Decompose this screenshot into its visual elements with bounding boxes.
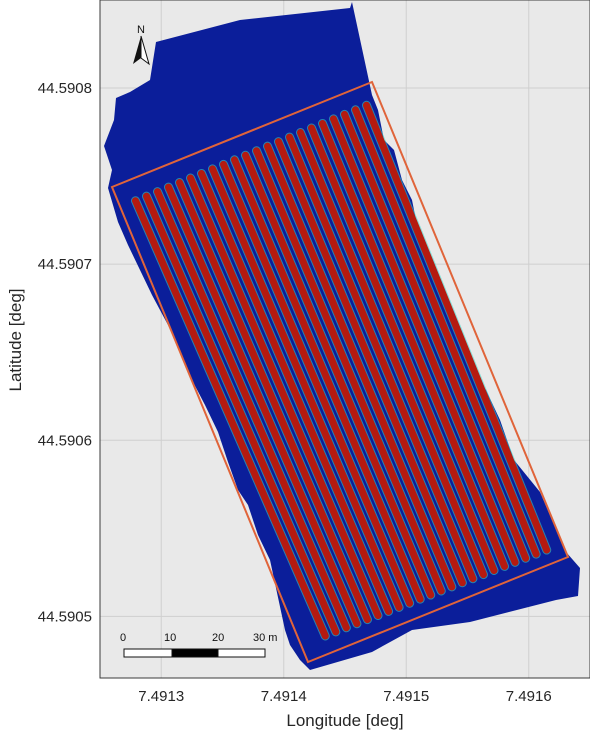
north-arrow-icon: N [133, 24, 150, 66]
crop-rows [131, 100, 552, 641]
crop-row [264, 142, 456, 591]
crop-row [209, 165, 403, 611]
crop-row [187, 174, 382, 619]
crop-row [275, 138, 466, 587]
y-tick-label: 44.5906 [38, 432, 92, 449]
y-axis-label: Latitude [deg] [6, 288, 25, 391]
crop-row [143, 192, 340, 636]
y-tick-label: 44.5908 [38, 80, 92, 97]
axes-frame [99, 0, 590, 679]
crop-row [220, 160, 414, 607]
crop-row [308, 124, 498, 574]
crop-row [165, 183, 361, 628]
y-tick-label: 44.5907 [38, 256, 92, 273]
crop-row [363, 101, 551, 554]
crop-row [132, 197, 329, 640]
crop-row [242, 151, 435, 599]
x-tick-label: 7.4914 [261, 688, 307, 705]
scale-bar: 0 10 20 30 m [120, 632, 277, 658]
crop-row [198, 169, 393, 615]
field-boundary [110, 80, 570, 664]
x-tick-label: 7.4915 [383, 688, 429, 705]
crop-row [341, 110, 530, 562]
crop-row [231, 156, 424, 603]
crop-row [319, 119, 509, 570]
y-tick-labels: 44.5908 44.5907 44.5906 44.5905 [38, 80, 92, 625]
scale-label-20: 20 [212, 632, 224, 644]
north-label: N [137, 24, 145, 36]
crop-row [330, 115, 519, 566]
x-tick-label: 7.4916 [506, 688, 552, 705]
scale-label-0: 0 [120, 632, 126, 644]
x-axis-label: Longitude [deg] [286, 711, 403, 730]
x-tick-label: 7.4913 [138, 688, 184, 705]
x-tick-labels: 7.4913 7.4914 7.4915 7.4916 [138, 688, 551, 705]
crop-row [253, 147, 445, 595]
scale-label-10: 10 [164, 632, 176, 644]
crop-row [176, 179, 371, 624]
scale-label-30: 30 m [253, 632, 277, 644]
y-tick-label: 44.5905 [38, 608, 92, 625]
crop-row [297, 129, 487, 579]
crop-row [154, 188, 350, 632]
crop-row [286, 133, 477, 583]
crop-row [352, 106, 540, 558]
